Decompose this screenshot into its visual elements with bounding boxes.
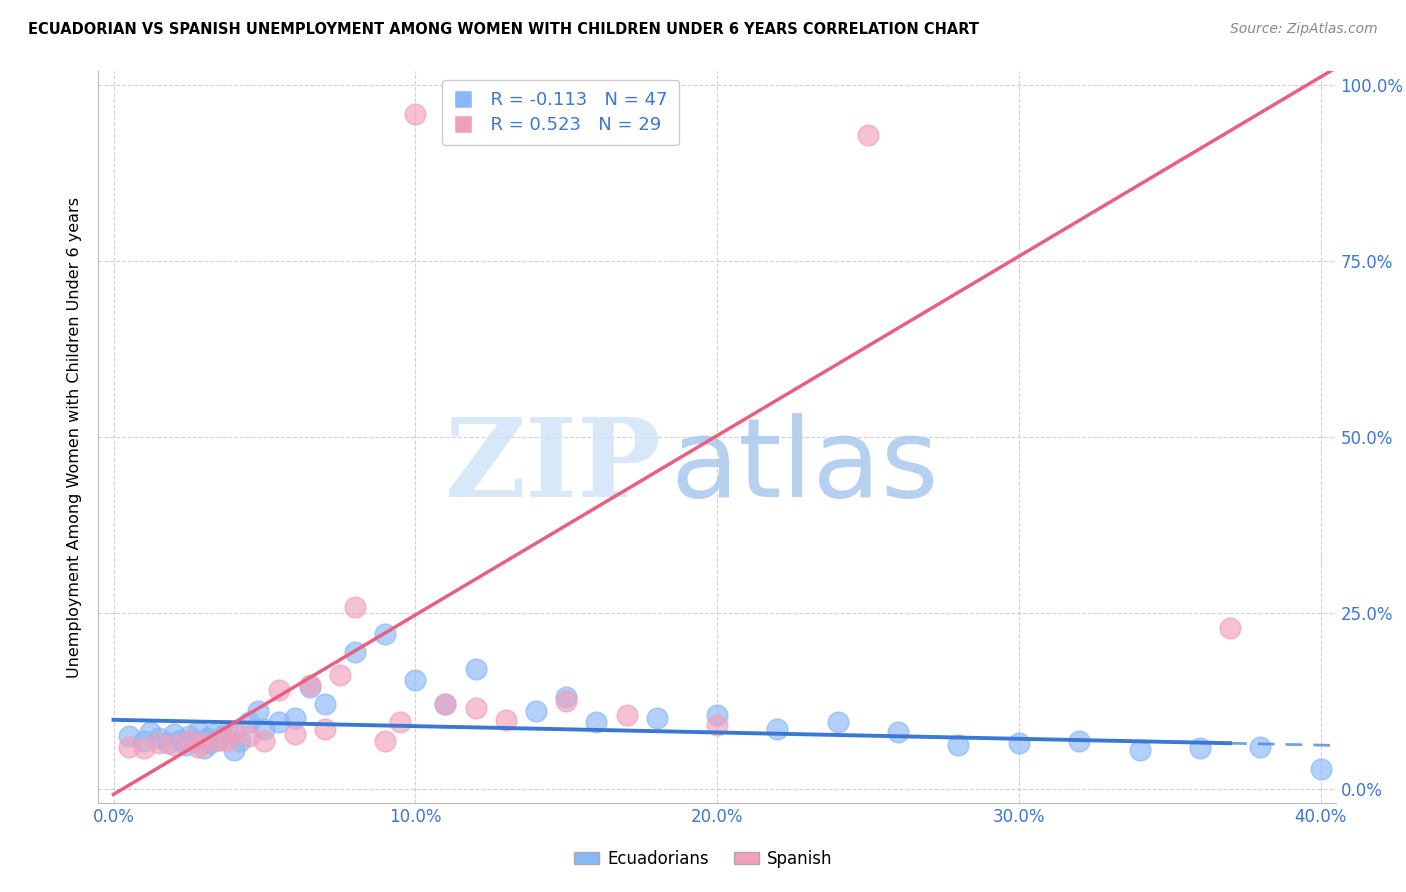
Text: atlas: atlas [671, 413, 939, 520]
Point [177, 732, 200, 747]
Point [117, 729, 139, 743]
Point [148, 731, 170, 745]
Point [156, 736, 179, 750]
Point [163, 727, 186, 741]
Point [177, 729, 200, 743]
Point [404, 673, 426, 687]
Point [198, 736, 221, 750]
Point [298, 678, 321, 692]
Point [404, 106, 426, 120]
Point [211, 729, 233, 743]
Point [343, 644, 366, 658]
Point [202, 727, 225, 741]
Point [329, 667, 352, 682]
Y-axis label: Unemployment Among Women with Children Under 6 years: Unemployment Among Women with Children U… [67, 196, 83, 678]
Point [524, 705, 547, 719]
Point [464, 662, 486, 676]
Point [1219, 621, 1241, 635]
Point [585, 714, 607, 729]
Point [856, 128, 879, 142]
Point [616, 707, 638, 722]
Point [284, 727, 307, 741]
Point [645, 711, 668, 725]
Point [148, 736, 170, 750]
Point [948, 738, 970, 752]
Point [389, 714, 412, 729]
Point [1309, 762, 1331, 776]
Point [314, 722, 336, 736]
Point [117, 739, 139, 754]
Point [706, 707, 728, 722]
Point [253, 734, 276, 748]
Point [706, 718, 728, 732]
Point [269, 683, 291, 698]
Point [169, 732, 191, 747]
Point [187, 739, 209, 754]
Point [138, 725, 160, 739]
Point [374, 734, 396, 748]
Point [827, 714, 849, 729]
Point [195, 731, 218, 745]
Point [464, 701, 486, 715]
Point [284, 711, 307, 725]
Point [253, 722, 276, 736]
Point [1128, 743, 1150, 757]
Point [163, 738, 186, 752]
Point [555, 690, 578, 705]
Point [217, 724, 239, 739]
Point [434, 698, 457, 712]
Point [208, 732, 231, 747]
Point [187, 724, 209, 739]
Point [887, 725, 910, 739]
Point [314, 698, 336, 712]
Point [555, 694, 578, 708]
Point [229, 734, 252, 748]
Point [184, 734, 207, 748]
Point [1008, 736, 1031, 750]
Point [766, 722, 789, 736]
Point [269, 714, 291, 729]
Point [1188, 740, 1211, 755]
Point [434, 698, 457, 712]
Point [224, 743, 246, 757]
Point [247, 705, 270, 719]
Point [298, 680, 321, 694]
Point [193, 736, 215, 750]
Point [495, 713, 517, 727]
Text: ZIP: ZIP [444, 413, 661, 520]
Point [224, 724, 246, 739]
Point [1069, 734, 1091, 748]
Point [1249, 739, 1271, 754]
Point [217, 734, 239, 748]
Legend:   R = -0.113   N = 47,   R = 0.523   N = 29: R = -0.113 N = 47, R = 0.523 N = 29 [441, 80, 679, 145]
Point [174, 738, 197, 752]
Point [132, 734, 155, 748]
Point [374, 627, 396, 641]
Point [208, 732, 231, 747]
Point [238, 714, 260, 729]
Text: Source: ZipAtlas.com: Source: ZipAtlas.com [1230, 22, 1378, 37]
Point [132, 740, 155, 755]
Point [343, 600, 366, 615]
Legend: Ecuadorians, Spanish: Ecuadorians, Spanish [567, 844, 839, 875]
Text: ECUADORIAN VS SPANISH UNEMPLOYMENT AMONG WOMEN WITH CHILDREN UNDER 6 YEARS CORRE: ECUADORIAN VS SPANISH UNEMPLOYMENT AMONG… [28, 22, 979, 37]
Point [238, 729, 260, 743]
Point [193, 740, 215, 755]
